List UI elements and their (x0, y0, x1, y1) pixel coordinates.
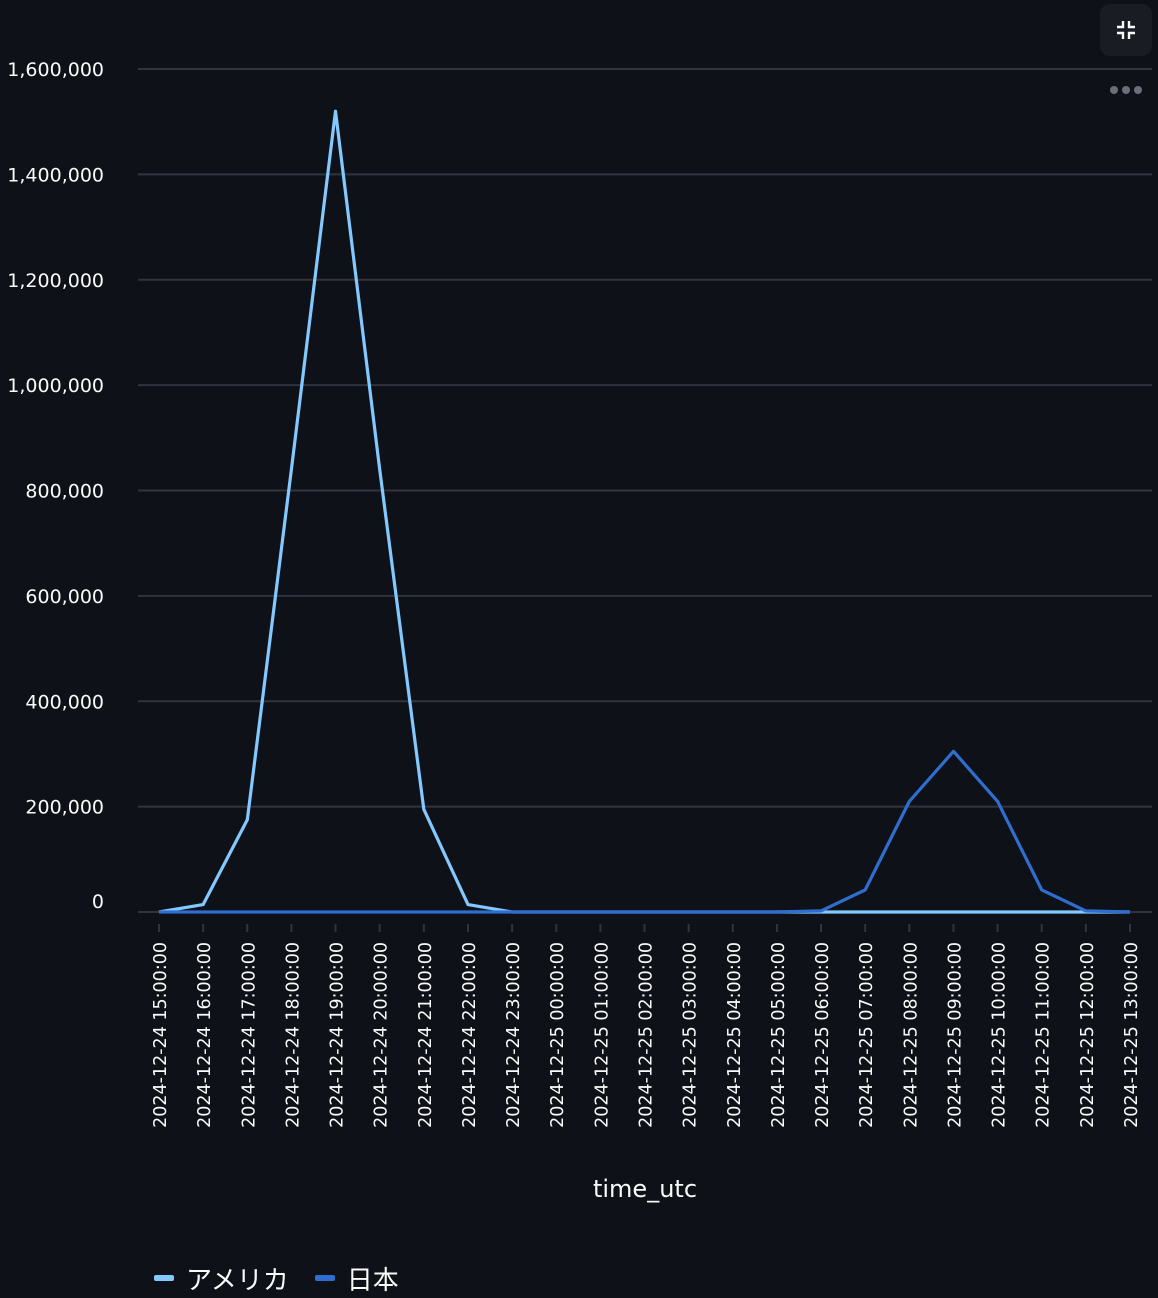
x-tick-label: 2024-12-24 16:00:00 (195, 942, 215, 1128)
x-tick-label: 2024-12-25 12:00:00 (1078, 942, 1098, 1128)
x-tick-label: 2024-12-24 18:00:00 (283, 942, 303, 1128)
x-tick-label: 2024-12-25 08:00:00 (901, 942, 921, 1128)
legend-swatch (314, 1275, 335, 1281)
legend-label: 日本 (346, 1265, 399, 1296)
x-tick-label: 2024-12-24 21:00:00 (416, 942, 436, 1128)
x-tick-label: 2024-12-24 17:00:00 (239, 942, 259, 1128)
legend-item-japan[interactable]: 日本 (314, 1260, 399, 1297)
collapse-icon (1117, 21, 1135, 39)
series-line[interactable] (158, 109, 1130, 914)
y-tick-label: 800,000 (25, 481, 104, 503)
series-line[interactable] (159, 749, 1131, 914)
x-tick-label: 2024-12-24 20:00:00 (372, 942, 392, 1128)
y-tick-label: 1,200,000 (7, 270, 104, 292)
legend-label: アメリカ (186, 1265, 289, 1296)
y-axis-tick-labels: 0 200,000 400,000 600,000 800,000 1,000,000 1,… (7, 59, 104, 913)
x-tick-label: 2024-12-25 02:00:00 (637, 942, 657, 1128)
x-tick-label: 2024-12-25 09:00:00 (945, 942, 965, 1128)
x-tick-label: 2024-12-24 15:00:00 (151, 942, 171, 1128)
x-tick-label: 2024-12-24 19:00:00 (328, 942, 348, 1128)
x-axis-label: time_utc (593, 1175, 697, 1203)
more-horizontal-icon (1110, 86, 1142, 94)
x-tick-label: 2024-12-25 13:00:00 (1122, 942, 1142, 1128)
x-tick-label: 2024-12-25 11:00:00 (1034, 942, 1054, 1128)
x-tick-label: 2024-12-24 22:00:00 (460, 942, 480, 1128)
x-tick-label: 2024-12-25 04:00:00 (725, 942, 745, 1128)
y-tick-label: 1,600,000 (7, 59, 104, 81)
series-lines (158, 109, 1131, 914)
x-tick-label: 2024-12-24 23:00:00 (504, 942, 524, 1128)
y-tick-label: 1,000,000 (7, 375, 104, 397)
legend-swatch (154, 1275, 174, 1281)
gridlines (138, 68, 1152, 913)
x-tick-label: 2024-12-25 06:00:00 (813, 942, 833, 1128)
y-tick-label: 600,000 (25, 586, 104, 608)
x-tick-label: 2024-12-25 05:00:00 (769, 942, 789, 1128)
x-tick-label: 2024-12-25 03:00:00 (681, 942, 701, 1128)
legend-item-america[interactable]: アメリカ (154, 1260, 289, 1297)
x-tick-label: 2024-12-25 10:00:00 (990, 942, 1010, 1128)
y-tick-label: 0 (92, 891, 104, 913)
chart-menu-button[interactable] (1106, 78, 1146, 102)
y-tick-label: 400,000 (25, 691, 104, 713)
x-tick-label: 2024-12-25 01:00:00 (592, 942, 612, 1128)
y-tick-label: 200,000 (25, 797, 104, 819)
x-axis-tick-labels: 2024-12-24 15:00:00 2024-12-24 16:00:00 20… (151, 924, 1142, 1128)
x-tick-label: 2024-12-25 07:00:00 (857, 942, 877, 1128)
fullscreen-button[interactable] (1100, 4, 1152, 56)
y-tick-label: 1,400,000 (7, 164, 104, 186)
x-tick-label: 2024-12-25 00:00:00 (548, 942, 568, 1128)
chart-legend: アメリカ 日本 (154, 1258, 425, 1298)
